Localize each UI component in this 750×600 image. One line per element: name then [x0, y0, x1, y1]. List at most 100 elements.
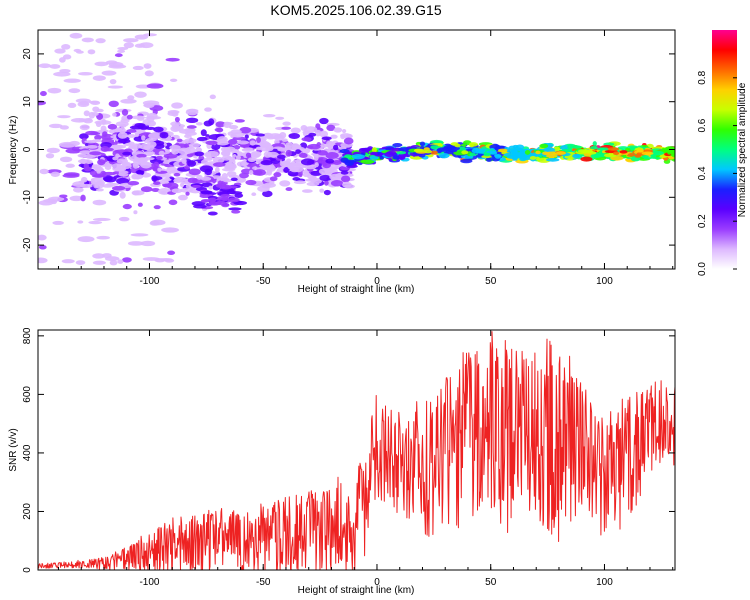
- heatmap-cell: [226, 189, 236, 195]
- heatmap-cell: [351, 154, 365, 160]
- snr-xtick-label: 0: [374, 577, 380, 588]
- heatmap-cell: [283, 166, 290, 173]
- heatmap-cell: [151, 175, 158, 182]
- heatmap-cell: [160, 190, 167, 195]
- snr-xtick-label: 50: [485, 577, 497, 588]
- heatmap-cell: [225, 149, 231, 157]
- heatmap-cell: [196, 136, 208, 142]
- heatmap-cell: [191, 184, 201, 189]
- heatmap-cell: [131, 115, 146, 120]
- heatmap-cell: [369, 151, 378, 156]
- heatmap-cell: [172, 125, 184, 131]
- heatmap-cell: [171, 188, 183, 194]
- heatmap-cell: [91, 112, 99, 117]
- heatmap-cell: [553, 146, 561, 152]
- heatmap-cell: [215, 121, 226, 128]
- heatmap-cell: [138, 143, 152, 150]
- heatmap-cell: [126, 129, 137, 133]
- heatmap-cell: [567, 144, 574, 150]
- heatmap-cell: [107, 123, 118, 130]
- heatmap-cell: [288, 132, 301, 139]
- heatmap-cell: [92, 217, 111, 222]
- heatmap-cell: [117, 259, 124, 264]
- heatmap-cell: [169, 78, 178, 82]
- heatmap-cell: [494, 154, 501, 159]
- heatmap-cell: [201, 199, 210, 203]
- heatmap-cell: [303, 126, 318, 133]
- heatmap-cell: [323, 180, 329, 186]
- heatmap-cell: [510, 154, 522, 159]
- heatmap-cell: [604, 153, 617, 158]
- heatmap-cell: [46, 147, 60, 154]
- heatmap-cell: [117, 138, 131, 144]
- heatmap-cell: [49, 64, 61, 69]
- heatmap-cell: [167, 250, 176, 256]
- heatmap-cell: [101, 171, 117, 176]
- heatmap-cell: [77, 101, 90, 108]
- snr-ytick-label: 200: [22, 503, 33, 520]
- heatmap-cell: [75, 260, 86, 265]
- heatmap-cell: [262, 190, 273, 198]
- heatmap-cell: [108, 61, 124, 68]
- heatmap-cell: [117, 132, 128, 139]
- heatmap-cell: [81, 176, 88, 183]
- heatmap-cell: [239, 126, 252, 134]
- heatmap-cell: [627, 145, 639, 149]
- heatmap-cell: [112, 112, 117, 117]
- heatmap-cell: [96, 235, 110, 240]
- heatmap-cell: [370, 156, 379, 160]
- heatmap-cell: [143, 102, 155, 108]
- heatmap-cell: [295, 149, 301, 154]
- heatmap-cell: [379, 156, 384, 160]
- heatmap-cell: [117, 49, 126, 54]
- heatmap-cell: [39, 168, 49, 175]
- heatmap-cell: [257, 185, 270, 192]
- chart-title: KOM5.2025.106.02.39.G15: [270, 2, 441, 18]
- heatmap-cell: [92, 260, 106, 265]
- heatmap-cell: [236, 161, 248, 167]
- heatmap-cell: [120, 98, 137, 104]
- heatmap-cell: [260, 160, 273, 166]
- heatmap-cell: [323, 189, 331, 196]
- heatmap-cell: [199, 165, 214, 173]
- spectrogram-xtick-label: -100: [139, 276, 159, 287]
- heatmap-cell: [146, 83, 164, 89]
- heatmap-cell: [195, 122, 203, 126]
- spectrogram-ytick-label: 0: [22, 146, 33, 152]
- heatmap-cell: [140, 161, 152, 169]
- heatmap-cell: [205, 150, 219, 158]
- heatmap-cell: [281, 160, 291, 166]
- heatmap-cell: [103, 147, 114, 152]
- heatmap-cell: [137, 157, 148, 162]
- heatmap-cell: [602, 150, 607, 154]
- heatmap-cell: [256, 137, 261, 143]
- heatmap-cell: [469, 152, 476, 157]
- heatmap-cell: [187, 160, 197, 167]
- spectrogram-xtick-label: 100: [596, 276, 613, 287]
- heatmap-cell: [127, 180, 140, 186]
- heatmap-cell: [77, 220, 84, 224]
- heatmap-cell: [314, 162, 319, 168]
- heatmap-cell: [165, 57, 180, 62]
- heatmap-cell: [255, 146, 263, 151]
- heatmap-cell: [81, 37, 94, 43]
- heatmap-cell: [130, 233, 149, 237]
- heatmap-cell: [146, 151, 156, 155]
- heatmap-cell: [109, 78, 117, 85]
- heatmap-cell: [273, 172, 282, 178]
- heatmap-cell: [114, 53, 123, 58]
- heatmap-cell: [92, 253, 105, 259]
- heatmap-cell: [186, 108, 199, 113]
- spectrogram-xlabel: Height of straight line (km): [298, 284, 415, 295]
- snr-xtick-label: 100: [596, 577, 613, 588]
- heatmap-cell: [88, 220, 103, 225]
- heatmap-cell: [185, 117, 199, 124]
- heatmap-cell: [142, 118, 151, 126]
- heatmap-cell: [170, 121, 181, 127]
- heatmap-cell: [79, 124, 90, 131]
- snr-ylabel: SNR (v/v): [8, 428, 19, 471]
- snr-ytick-label: 600: [22, 386, 33, 403]
- heatmap-cell: [121, 109, 129, 116]
- heatmap-cell: [259, 142, 272, 148]
